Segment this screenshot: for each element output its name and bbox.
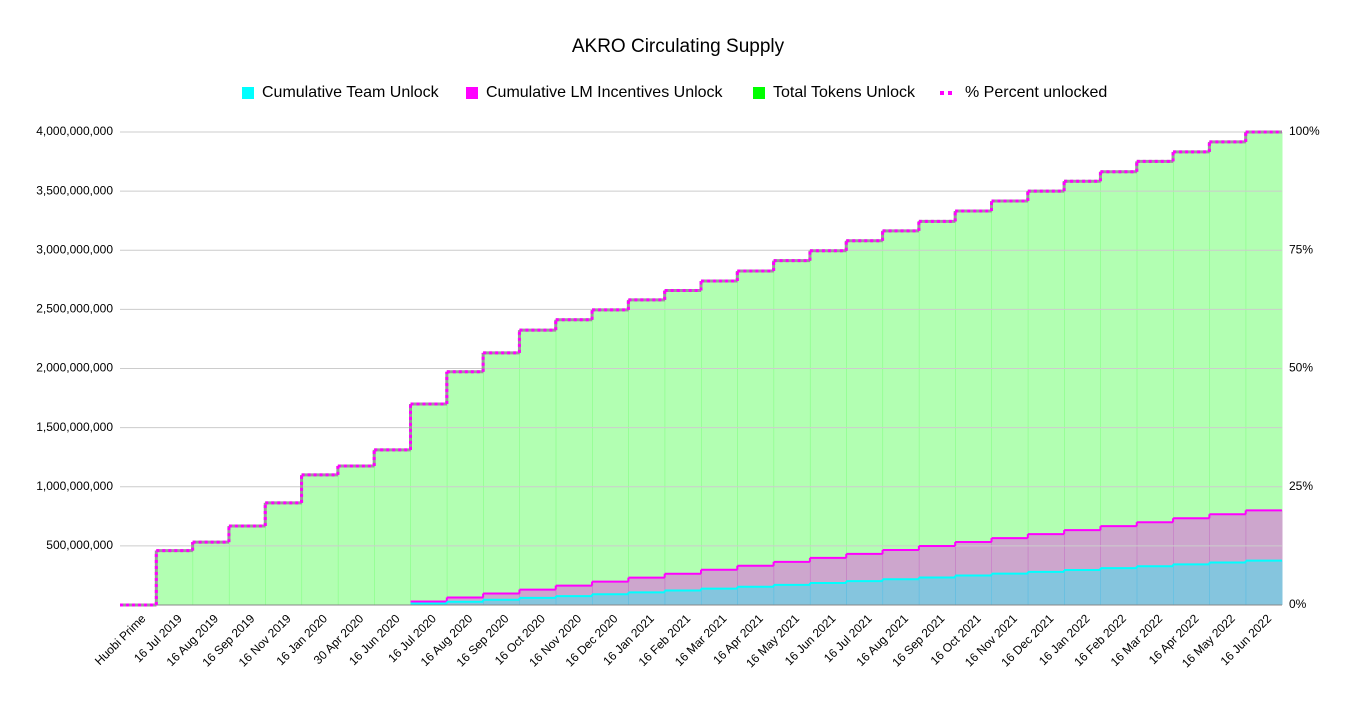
area-step	[1100, 568, 1138, 605]
legend-label: % Percent unlocked	[965, 84, 1107, 101]
area-step	[519, 597, 557, 605]
area-step	[1064, 569, 1101, 605]
chart-title: AKRO Circulating Supply	[572, 36, 785, 57]
area-step	[991, 573, 1029, 605]
legend-swatch	[466, 87, 478, 99]
y-tick-label: 4,000,000,000	[36, 124, 113, 138]
area-step	[664, 573, 702, 605]
area-step	[701, 569, 738, 605]
area-step	[846, 581, 884, 605]
y-tick-label: 2,500,000,000	[36, 302, 113, 316]
y2-tick-label: 0%	[1289, 597, 1307, 611]
area-step	[483, 353, 520, 605]
area-step	[1209, 562, 1247, 605]
area-step	[955, 211, 992, 606]
area-step	[1064, 530, 1101, 605]
y2-tick-label: 100%	[1289, 124, 1320, 138]
legend-label: Cumulative Team Unlock	[262, 84, 440, 101]
area-step	[664, 290, 702, 605]
area-step	[628, 577, 666, 605]
area-step	[882, 549, 920, 605]
area-step	[1173, 518, 1210, 605]
area-step	[737, 270, 775, 605]
area-step	[628, 592, 666, 605]
area-step	[991, 538, 1029, 605]
area-step	[882, 230, 920, 605]
area-step	[1173, 152, 1210, 606]
y-tick-label: 3,500,000,000	[36, 183, 113, 197]
area-step	[1209, 514, 1247, 605]
area-step	[628, 299, 666, 605]
area-step	[918, 221, 956, 605]
area-step	[1100, 526, 1138, 605]
y2-tick-label: 75%	[1289, 242, 1313, 256]
area-step	[1173, 564, 1210, 605]
area-step	[592, 309, 629, 605]
area-step	[1064, 181, 1101, 606]
y-tick-label: 500,000,000	[46, 538, 113, 552]
area-step	[1136, 522, 1174, 605]
area-step	[882, 579, 920, 605]
area-step	[1136, 161, 1174, 605]
y-tick-label: 1,500,000,000	[36, 420, 113, 434]
area-step	[519, 330, 557, 605]
area-step	[1100, 171, 1138, 605]
legend-swatch	[242, 87, 254, 99]
area-step	[374, 450, 411, 605]
area-step	[737, 586, 775, 605]
area-step	[773, 260, 811, 605]
area-step	[846, 240, 884, 606]
area-step	[337, 466, 375, 605]
area-step	[955, 575, 992, 605]
area-step	[809, 583, 847, 605]
area-step	[192, 541, 230, 605]
area-step	[918, 545, 956, 605]
area-step	[846, 553, 884, 605]
area-step	[592, 594, 629, 605]
area-step	[1136, 566, 1174, 605]
area-step	[555, 596, 593, 605]
y-tick-label: 1,000,000,000	[36, 479, 113, 493]
areas	[156, 132, 1283, 606]
area-step	[446, 372, 484, 605]
area-step	[1027, 571, 1065, 605]
area-step	[918, 577, 956, 605]
area-step	[446, 601, 484, 605]
area-step	[1209, 142, 1247, 605]
area-step	[156, 550, 194, 605]
area-step	[955, 542, 992, 605]
area-step	[483, 599, 520, 605]
area-step	[701, 588, 738, 605]
area-step	[664, 590, 702, 605]
y-tick-label: 2,000,000,000	[36, 361, 113, 375]
area-step	[265, 502, 303, 605]
area-step	[301, 474, 339, 605]
area-step	[737, 565, 775, 605]
area-step	[701, 280, 738, 605]
area-step	[228, 526, 266, 605]
y2-tick-label: 50%	[1289, 361, 1313, 375]
legend-label: Cumulative LM Incentives Unlock	[486, 84, 724, 101]
legend-swatch	[753, 87, 765, 99]
area-step	[555, 320, 593, 605]
area-step	[410, 403, 448, 605]
y2-tick-label: 25%	[1289, 479, 1313, 493]
area-step	[809, 557, 847, 605]
area-step	[1245, 510, 1283, 605]
area-step	[1245, 560, 1283, 605]
legend-label: Total Tokens Unlock	[773, 84, 916, 101]
y-tick-label: 3,000,000,000	[36, 242, 113, 256]
area-step	[1027, 191, 1065, 605]
area-step	[773, 584, 811, 605]
area-step	[773, 561, 811, 605]
